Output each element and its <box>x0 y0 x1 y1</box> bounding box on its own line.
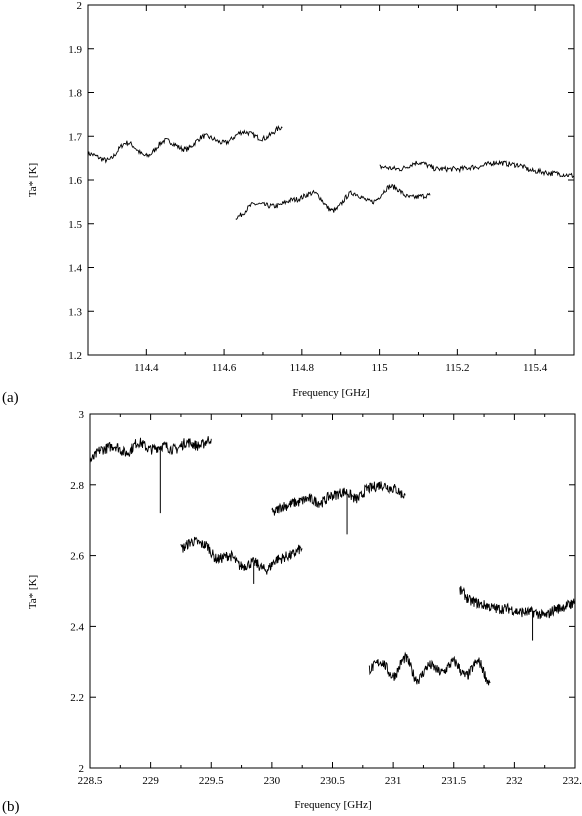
spectrum-series-1 <box>87 124 283 164</box>
panel-a-frame <box>87 4 575 356</box>
y-tick-label: 2 <box>77 0 83 12</box>
y-tick-label: 2 <box>79 763 85 775</box>
y-tick-label: 1.9 <box>68 44 82 56</box>
spectrum-series-3 <box>379 159 575 179</box>
x-tick-label: 114.8 <box>290 362 315 374</box>
x-tick-label: 229 <box>142 775 159 787</box>
panel-b-ylabel: Ta* [K] <box>27 575 39 609</box>
x-tick-label: 114.4 <box>134 362 159 374</box>
y-tick-label: 2.6 <box>70 551 84 563</box>
panel-a-xlabel: Frequency [GHz] <box>292 387 369 399</box>
x-tick-label: 232.5 <box>563 775 582 787</box>
x-tick-label: 231 <box>385 775 402 787</box>
x-tick-label: 230.5 <box>320 775 345 787</box>
y-tick-label: 1.4 <box>68 263 82 275</box>
x-tick-label: 114.6 <box>212 362 237 374</box>
x-tick-label: 115.4 <box>523 362 548 374</box>
panel-a-ylabel: Ta* [K] <box>27 163 39 197</box>
x-tick-label: 115.2 <box>445 362 469 374</box>
panel-b-chart: 228.5 229 229.5 230 230.5 231 231.5 232 232.5 2 2.… <box>2 409 582 815</box>
panel-a-chart: 114.4 114.6 114.8 115 115.2 115.4 1.2 1.3 1.4 1.5… <box>2 0 575 406</box>
y-tick-label: 1.7 <box>68 131 82 143</box>
panel-a-series <box>87 124 575 220</box>
spectrum-series-5 <box>459 585 576 620</box>
panel-b-frame <box>89 413 576 769</box>
panel-b-xlabel: Frequency [GHz] <box>294 799 371 811</box>
spectrum-series-2 <box>235 183 431 220</box>
spectrum-series-3 <box>271 481 406 516</box>
x-tick-label: 230 <box>264 775 281 787</box>
y-tick-label: 3 <box>79 409 85 421</box>
x-tick-label: 228.5 <box>78 775 103 787</box>
panel-a-ticks: 114.4 114.6 114.8 115 115.2 115.4 1.2 1.3 1.4 1.5… <box>68 0 574 374</box>
y-tick-label: 1.6 <box>68 175 82 187</box>
x-tick-label: 231.5 <box>441 775 466 787</box>
y-tick-label: 2.2 <box>70 692 84 704</box>
y-tick-label: 2.4 <box>70 621 84 633</box>
x-tick-label: 115 <box>372 362 389 374</box>
y-tick-label: 1.8 <box>68 88 82 100</box>
y-tick-label: 2.8 <box>70 480 84 492</box>
spectrum-series-1 <box>89 436 212 463</box>
panel-b-panel-label: (b) <box>2 799 20 815</box>
y-tick-label: 1.2 <box>68 350 82 362</box>
x-tick-label: 229.5 <box>199 775 224 787</box>
spectrum-series-2 <box>180 536 303 575</box>
panel-a-panel-label: (a) <box>2 390 19 406</box>
spectrum-series-4 <box>368 651 491 686</box>
panel-b-ticks: 228.5 229 229.5 230 230.5 231 231.5 232 232.5 2 2.… <box>70 409 582 787</box>
x-tick-label: 232 <box>506 775 523 787</box>
y-tick-label: 1.3 <box>68 306 82 318</box>
y-tick-label: 1.5 <box>68 219 82 231</box>
panel-b-series <box>89 436 576 686</box>
